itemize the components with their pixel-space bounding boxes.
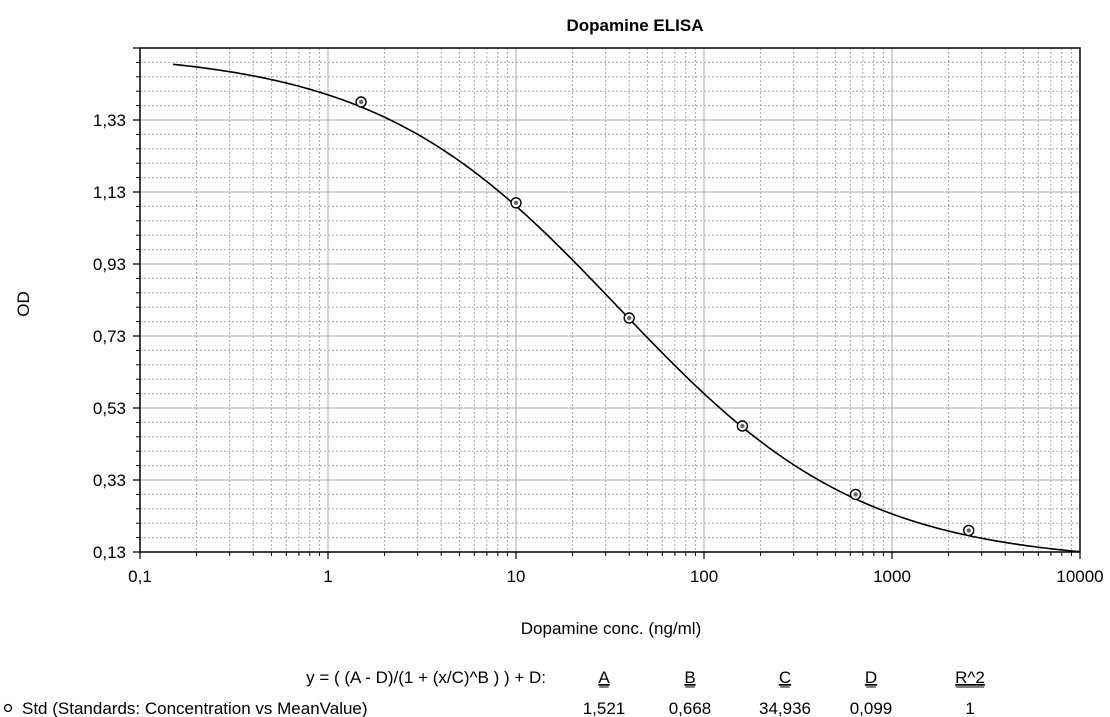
data-point-core	[740, 423, 745, 429]
data-point	[849, 488, 862, 501]
data-point-core	[626, 315, 632, 321]
y-tick-label: 0,13	[93, 543, 126, 562]
fit-equation: y = ( (A - D)/(1 + (x/C)^B ) ) + D:	[306, 668, 546, 687]
fit-param-header: R^2	[955, 668, 985, 687]
legend-series-label: Std (Standards: Concentration vs MeanVal…	[22, 699, 368, 717]
x-tick-label: 1	[323, 567, 332, 586]
fit-curve	[173, 63, 1081, 553]
data-point-core	[966, 528, 971, 533]
axis-ticks	[133, 47, 1081, 559]
fit-param-value: 0,668	[669, 699, 712, 717]
fit-param-value: 34,936	[759, 699, 811, 717]
fit-param-header: C	[779, 668, 791, 687]
y-tick-label: 0,53	[93, 399, 126, 418]
fit-param-value: 1	[965, 699, 974, 717]
y-tick-label: 0,33	[93, 471, 126, 490]
x-tick-label: 1000	[873, 567, 911, 586]
y-tick-label: 0,73	[93, 327, 126, 346]
legend: Std (Standards: Concentration vs MeanVal…	[3, 699, 368, 717]
fit-param-header: D	[865, 668, 877, 687]
grid-major-lines	[139, 47, 1080, 553]
data-point-core	[853, 492, 858, 497]
data-point	[963, 524, 975, 537]
legend-marker	[3, 703, 13, 713]
fit-param-value: 0,099	[850, 699, 893, 717]
data-point	[355, 96, 367, 108]
fit-param-header: A	[598, 668, 610, 687]
data-point	[736, 420, 749, 432]
y-axis-label: OD	[14, 291, 33, 317]
y-tick-label: 1,33	[93, 111, 126, 130]
chart-title: Dopamine ELISA	[567, 16, 704, 35]
data-point	[510, 197, 522, 209]
y-tick-label: 1,13	[93, 183, 126, 202]
axis-tick-labels: 0,1 1 10 100 1000 10000 0,13 0,33 0,53 0,73 0,93 1,…	[93, 111, 1104, 586]
x-tick-label: 0,1	[128, 567, 152, 586]
fit-param-value: 1,521	[583, 699, 626, 717]
fit-parameter-table: A B C D R^2 1,521 0,668 34,936 0,099 1	[583, 668, 985, 717]
grid-minor-lines	[140, 48, 1080, 552]
y-tick-label: 0,93	[93, 255, 126, 274]
data-point-core	[513, 200, 519, 205]
plot-area-frame	[139, 47, 1081, 553]
data-point-core	[358, 99, 364, 105]
x-axis-label: Dopamine conc. (ng/ml)	[521, 619, 701, 638]
x-tick-label: 10000	[1056, 567, 1103, 586]
x-tick-label: 100	[690, 567, 718, 586]
data-markers	[355, 96, 975, 537]
fit-param-header: B	[684, 668, 695, 687]
data-point	[623, 312, 635, 324]
x-tick-label: 10	[507, 567, 526, 586]
